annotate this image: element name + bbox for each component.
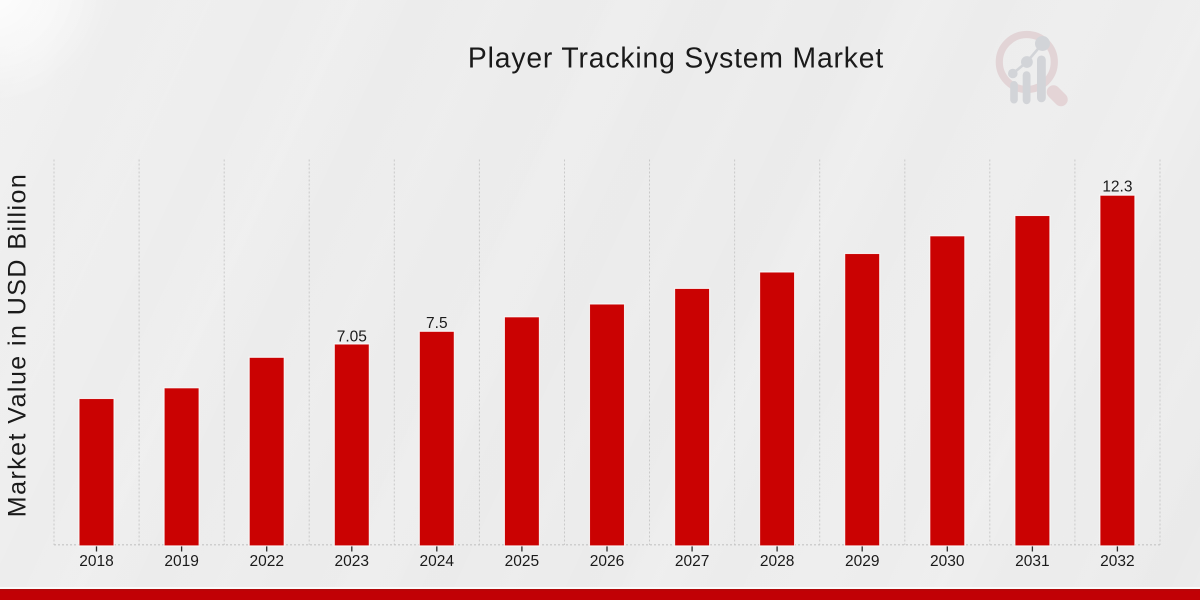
- svg-text:2019: 2019: [164, 553, 198, 570]
- svg-text:Player Tracking System Market: Player Tracking System Market: [468, 42, 884, 74]
- svg-text:2024: 2024: [420, 553, 455, 570]
- svg-text:2029: 2029: [845, 553, 879, 570]
- svg-text:Market Value in USD Billion: Market Value in USD Billion: [4, 173, 32, 517]
- svg-text:7.05: 7.05: [337, 328, 367, 345]
- svg-text:2026: 2026: [590, 553, 624, 570]
- svg-text:12.3: 12.3: [1102, 179, 1132, 196]
- svg-text:2031: 2031: [1015, 553, 1049, 570]
- svg-text:2025: 2025: [505, 553, 539, 570]
- svg-text:2027: 2027: [675, 553, 709, 570]
- svg-text:2022: 2022: [249, 553, 283, 570]
- svg-text:7.5: 7.5: [426, 315, 448, 332]
- svg-text:2018: 2018: [79, 553, 113, 570]
- svg-text:2032: 2032: [1100, 553, 1134, 570]
- svg-text:2023: 2023: [335, 553, 369, 570]
- svg-text:2030: 2030: [930, 553, 965, 570]
- svg-text:2028: 2028: [760, 553, 794, 570]
